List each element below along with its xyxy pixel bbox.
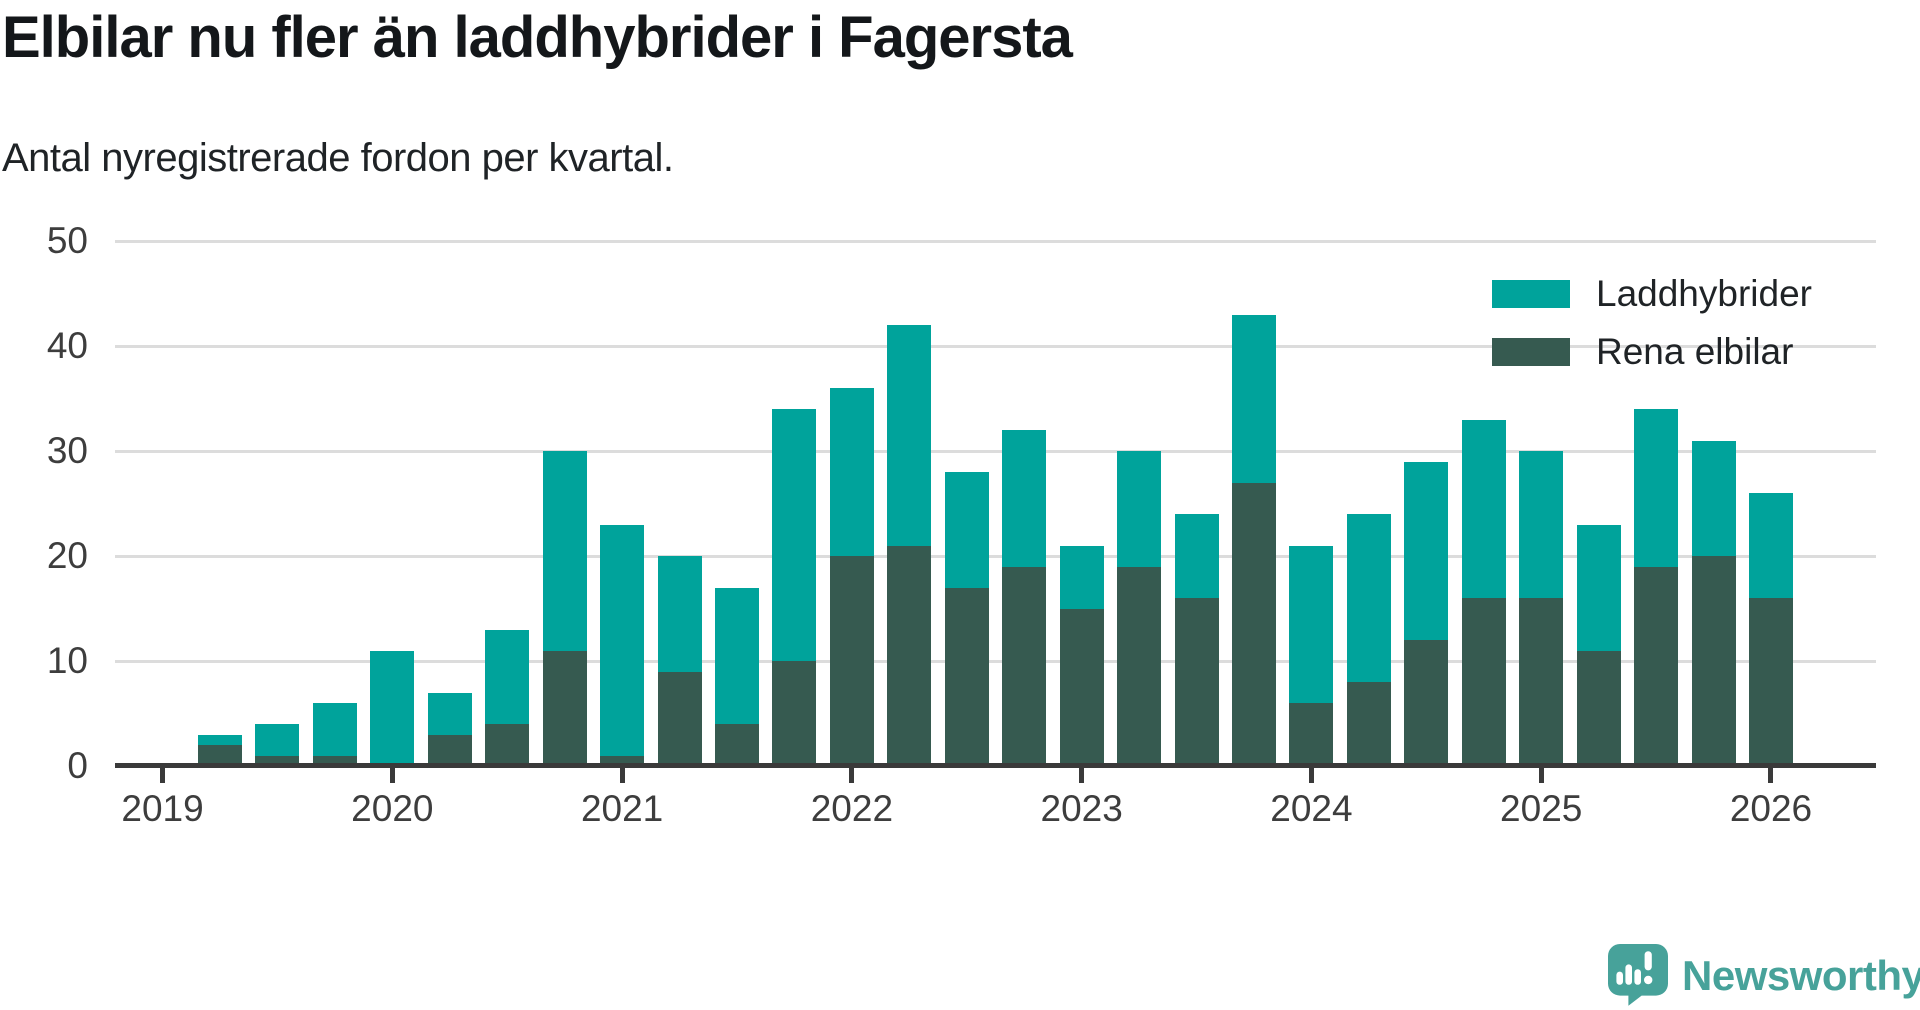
- bar-segment-rena-elbilar: [1634, 566, 1679, 766]
- bar-segment-laddhybrider: [485, 629, 530, 724]
- x-axis-label: 2019: [121, 788, 204, 829]
- bar-segment-laddhybrider: [1634, 409, 1679, 567]
- bar-segment-rena-elbilar: [1059, 608, 1104, 766]
- x-axis-tick: [619, 768, 625, 783]
- bar-segment-rena-elbilar: [1576, 650, 1621, 766]
- bar-segment-rena-elbilar: [542, 650, 587, 766]
- bar-segment-rena-elbilar: [1748, 598, 1793, 766]
- y-axis-label: 10: [46, 640, 88, 681]
- x-axis-label: 2021: [580, 788, 664, 829]
- bar-segment-rena-elbilar: [600, 755, 645, 766]
- bar-segment-laddhybrider: [1748, 493, 1793, 598]
- bar-segment-laddhybrider: [1691, 440, 1736, 556]
- bar-segment-laddhybrider: [944, 472, 989, 588]
- x-axis-label: 2023: [1040, 788, 1123, 829]
- bar-segment-laddhybrider: [542, 451, 587, 651]
- bar-segment-rena-elbilar: [1002, 566, 1047, 766]
- chart-title: Elbilar nu fler än laddhybrider i Fagers…: [2, 5, 1073, 70]
- x-axis-tick: [1768, 768, 1774, 783]
- bar-segment-rena-elbilar: [1289, 703, 1334, 766]
- gridline: [115, 344, 1876, 348]
- bar-segment-laddhybrider: [1231, 314, 1276, 483]
- legend: Laddhybrider Rena elbilar: [1492, 273, 1812, 396]
- gridline: [115, 554, 1876, 558]
- legend-label-laddhybrider: Laddhybrider: [1596, 273, 1812, 314]
- bar-segment-laddhybrider: [829, 388, 874, 556]
- newsworthy-logo-icon: [1608, 944, 1668, 1006]
- y-axis-label: 30: [46, 430, 88, 471]
- bar-segment-rena-elbilar: [714, 724, 759, 766]
- bar-segment-laddhybrider: [1117, 451, 1162, 567]
- bar-segment-rena-elbilar: [944, 587, 989, 766]
- x-axis-tick: [389, 768, 395, 783]
- bar-segment-laddhybrider: [887, 325, 932, 546]
- x-axis-label: 2024: [1270, 788, 1353, 829]
- bar-segment-laddhybrider: [714, 587, 759, 724]
- brand-footer: Newsworthy: [1608, 944, 1920, 1007]
- bar-segment-laddhybrider: [1002, 430, 1047, 567]
- gridline: [115, 239, 1876, 243]
- bar-segment-rena-elbilar: [1461, 598, 1506, 766]
- legend-label-rena-elbilar: Rena elbilar: [1596, 331, 1794, 372]
- bar-segment-rena-elbilar: [1174, 598, 1219, 766]
- bar-segment-rena-elbilar: [1404, 640, 1449, 766]
- bar-segment-laddhybrider: [312, 703, 357, 756]
- x-axis-tick: [1308, 768, 1314, 783]
- bar-segment-laddhybrider: [1346, 514, 1391, 682]
- bar-segment-laddhybrider: [1404, 461, 1449, 640]
- bar-segment-rena-elbilar: [657, 671, 702, 766]
- bar-segment-laddhybrider: [1576, 524, 1621, 651]
- bar-segment-rena-elbilar: [772, 661, 817, 766]
- bar-segment-rena-elbilar: [887, 545, 932, 766]
- bar-segment-laddhybrider: [1461, 419, 1506, 598]
- bar-segment-rena-elbilar: [829, 556, 874, 766]
- y-axis-label: 40: [46, 325, 88, 366]
- gridline: [115, 449, 1876, 453]
- x-axis-label: 2022: [810, 788, 894, 829]
- chart-subtitle: Antal nyregistrerade fordon per kvartal.: [2, 136, 674, 180]
- bar-segment-rena-elbilar: [1691, 556, 1736, 766]
- bar-segment-laddhybrider: [1289, 545, 1334, 703]
- y-axis-label: 50: [46, 220, 88, 261]
- x-axis-tick: [1079, 768, 1085, 783]
- legend-swatch-rena-elbilar: [1492, 338, 1570, 366]
- y-axis-label: 0: [67, 745, 88, 786]
- brand-name: Newsworthy: [1682, 951, 1920, 999]
- bar-segment-laddhybrider: [427, 692, 472, 735]
- x-axis-label: 2020: [351, 788, 434, 829]
- bar-segment-rena-elbilar: [1117, 566, 1162, 766]
- bar-segment-laddhybrider: [1059, 545, 1104, 609]
- x-axis-label: 2026: [1729, 788, 1813, 829]
- x-axis-line: [115, 763, 1876, 768]
- bar-segment-rena-elbilar: [312, 755, 357, 766]
- bar-segment-rena-elbilar: [1519, 598, 1564, 766]
- legend-item-rena-elbilar: Rena elbilar: [1492, 331, 1812, 372]
- bar-segment-laddhybrider: [1519, 451, 1564, 598]
- bar-segment-laddhybrider: [255, 724, 300, 756]
- bar-segment-rena-elbilar: [198, 745, 242, 766]
- bar-segment-rena-elbilar: [427, 734, 472, 766]
- bar-segment-laddhybrider: [370, 650, 415, 766]
- bar-segment-laddhybrider: [600, 524, 645, 756]
- bar-segment-laddhybrider: [772, 409, 817, 661]
- x-axis-tick: [160, 768, 166, 783]
- bar-segment-rena-elbilar: [1346, 682, 1391, 766]
- gridline: [115, 659, 1876, 663]
- y-axis-label: 20: [46, 535, 88, 576]
- bar-segment-laddhybrider: [1174, 514, 1219, 598]
- bar-segment-laddhybrider: [657, 556, 702, 672]
- bar-segment-rena-elbilar: [1231, 482, 1276, 766]
- legend-item-laddhybrider: Laddhybrider: [1492, 273, 1812, 314]
- x-axis-tick: [849, 768, 855, 783]
- bar-segment-rena-elbilar: [485, 724, 530, 766]
- bar-segment-laddhybrider: [198, 734, 242, 745]
- bar-segment-rena-elbilar: [255, 755, 300, 766]
- x-axis-label: 2025: [1500, 788, 1583, 829]
- legend-swatch-laddhybrider: [1492, 280, 1570, 308]
- x-axis-tick: [1538, 768, 1544, 783]
